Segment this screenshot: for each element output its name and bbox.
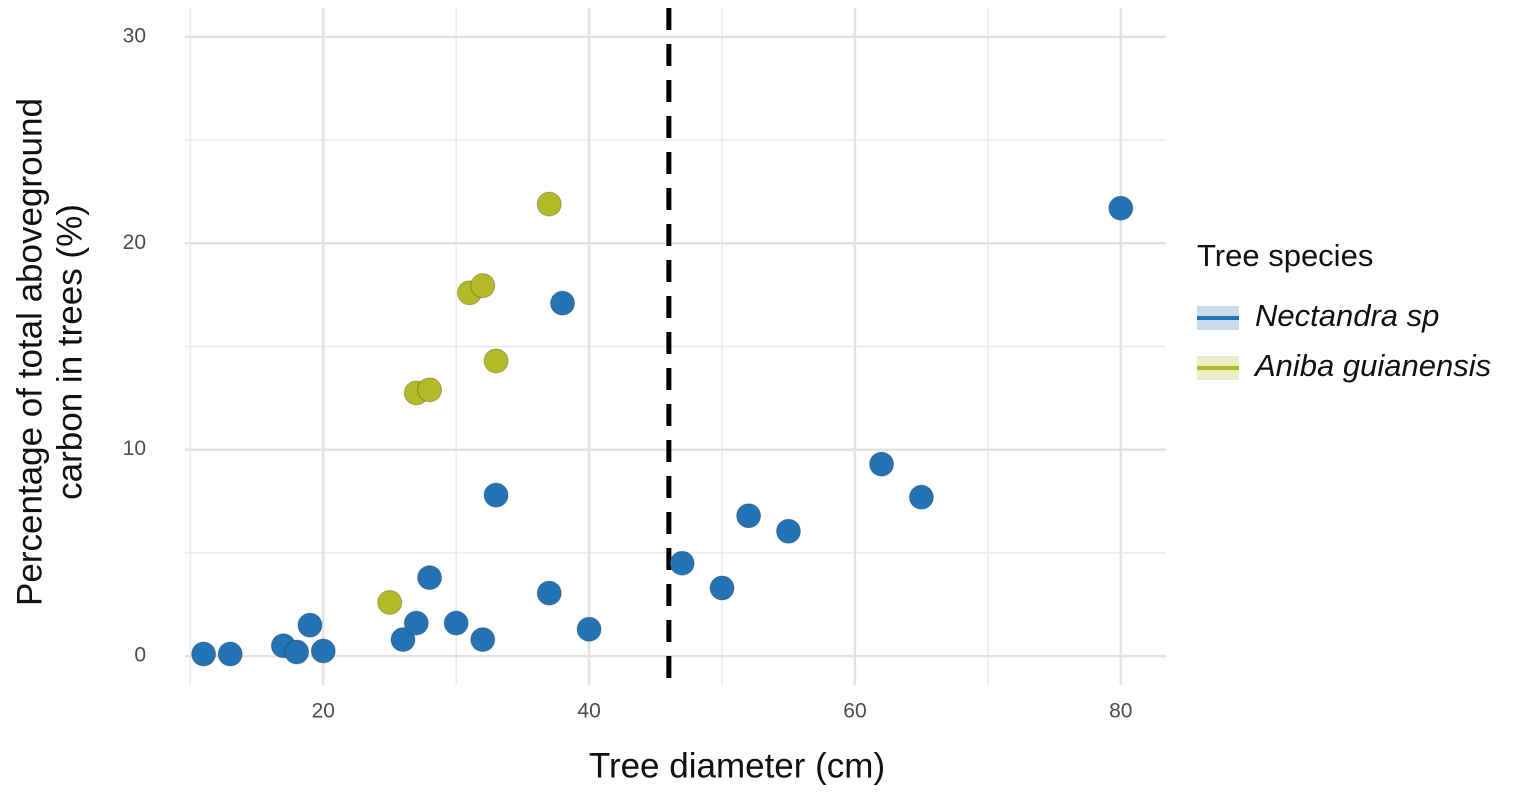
x-tick-label: 80	[1109, 700, 1132, 723]
point	[576, 616, 602, 642]
legend-label: Aniba guianensis	[1253, 348, 1491, 383]
point	[310, 638, 336, 664]
point	[443, 610, 469, 636]
point	[377, 589, 403, 615]
point	[908, 484, 934, 510]
point	[1108, 195, 1134, 221]
point	[417, 565, 443, 591]
y-tick-label: 10	[123, 437, 146, 460]
point	[550, 290, 576, 316]
legend-label: Nectandra sp	[1255, 298, 1439, 333]
point	[869, 451, 895, 477]
point	[669, 550, 695, 576]
point	[709, 575, 735, 601]
point	[536, 580, 562, 606]
y-tick-label: 0	[134, 644, 146, 667]
point	[403, 610, 429, 636]
x-tick-label: 60	[843, 700, 866, 723]
y-tick-label: 30	[123, 24, 146, 47]
x-tick-label: 20	[312, 700, 335, 723]
legend-title: Tree species	[1197, 238, 1373, 273]
point	[736, 503, 762, 529]
point	[470, 273, 496, 299]
point	[417, 377, 443, 403]
x-axis-title: Tree diameter (cm)	[589, 746, 885, 785]
point	[191, 641, 217, 667]
point	[483, 348, 509, 374]
point	[390, 627, 416, 653]
point	[536, 191, 562, 217]
x-tick-label: 40	[577, 700, 600, 723]
y-axis-title: carbon in trees (%)	[50, 204, 89, 500]
point	[297, 612, 323, 638]
y-axis-title: Percentage of total aboveground	[10, 98, 49, 606]
point	[775, 518, 801, 544]
y-tick-label: 20	[123, 231, 146, 254]
point	[217, 641, 243, 667]
point	[470, 627, 496, 653]
point	[483, 482, 509, 508]
point	[284, 639, 310, 665]
